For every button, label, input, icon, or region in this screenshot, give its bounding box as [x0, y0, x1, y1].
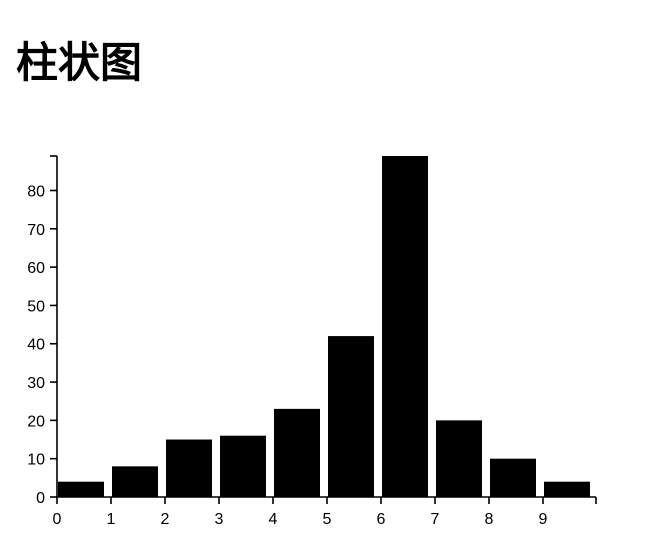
- x-tick-label-2: 2: [161, 511, 170, 528]
- x-tick-label-4: 4: [269, 511, 278, 528]
- y-axis: 0 10 20 30 40 50 60 70 80: [27, 155, 58, 507]
- bar-7: [436, 420, 482, 497]
- bar-1: [112, 466, 158, 497]
- bar-0: [58, 481, 104, 497]
- bar-4: [274, 408, 320, 497]
- bar-9: [544, 481, 590, 497]
- y-tick-label-0: 0: [36, 490, 45, 507]
- y-tick-label-60: 60: [27, 260, 45, 277]
- y-tick-label-30: 30: [27, 375, 45, 392]
- x-tick-label-9: 9: [539, 511, 548, 528]
- y-tick-label-40: 40: [27, 337, 45, 354]
- page-title: 柱状图: [16, 38, 143, 87]
- x-tick-label-1: 1: [107, 511, 116, 528]
- x-tick-label-3: 3: [215, 511, 224, 528]
- x-axis: 0 1 2 3 4 5 6 7 8 9: [53, 496, 597, 528]
- bars-group: [58, 156, 590, 497]
- bar-3: [220, 435, 266, 497]
- y-tick-label-50: 50: [27, 298, 45, 315]
- bar-8: [490, 458, 536, 497]
- y-tick-label-80: 80: [27, 183, 45, 200]
- bar-6: [382, 156, 428, 497]
- x-tick-label-7: 7: [431, 511, 440, 528]
- x-tick-label-0: 0: [53, 511, 62, 528]
- y-tick-label-10: 10: [27, 452, 45, 469]
- bar-2: [166, 439, 212, 497]
- x-tick-label-8: 8: [485, 511, 494, 528]
- bar-5: [328, 336, 374, 497]
- y-tick-label-70: 70: [27, 222, 45, 239]
- x-tick-label-6: 6: [377, 511, 386, 528]
- y-tick-label-20: 20: [27, 413, 45, 430]
- x-tick-label-5: 5: [323, 511, 332, 528]
